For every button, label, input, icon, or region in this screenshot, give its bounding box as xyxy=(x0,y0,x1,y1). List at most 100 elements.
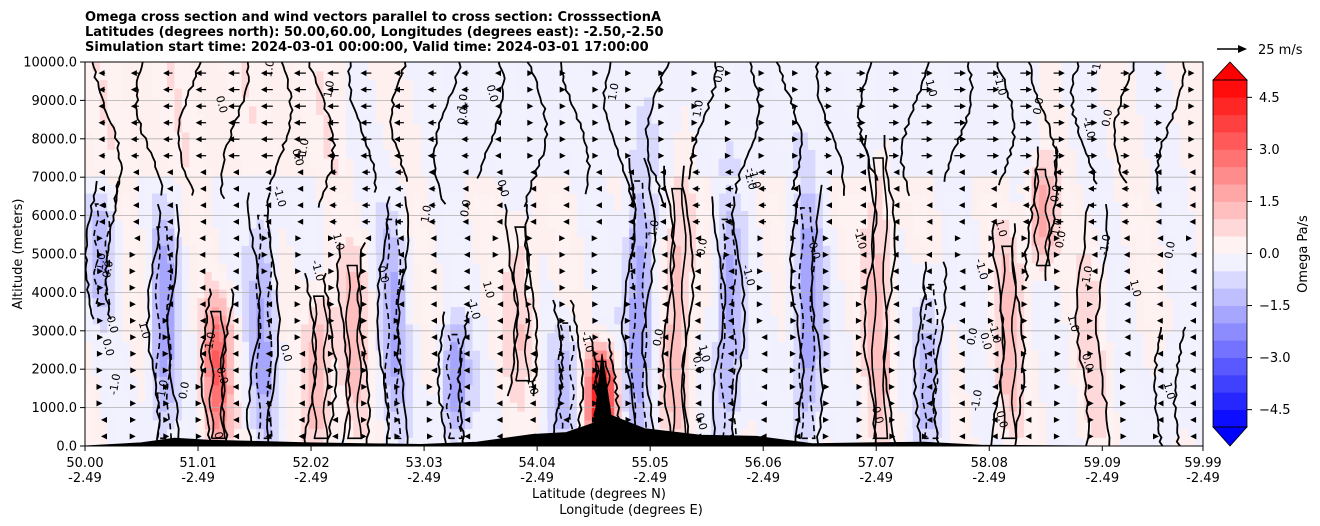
omega-cell xyxy=(107,332,116,342)
omega-cell xyxy=(129,175,138,185)
omega-cell xyxy=(271,411,280,421)
omega-cell xyxy=(539,271,548,281)
omega-cell xyxy=(629,288,638,299)
omega-cell xyxy=(1001,323,1010,334)
omega-cell xyxy=(875,393,884,403)
omega-cell xyxy=(450,367,459,377)
omega-cell xyxy=(181,131,190,142)
omega-cell xyxy=(1039,149,1048,159)
omega-cell xyxy=(539,70,548,81)
omega-cell xyxy=(569,288,578,299)
omega-cell xyxy=(450,288,459,299)
omega-cell xyxy=(219,175,228,185)
omega-cell xyxy=(293,158,302,168)
omega-cell xyxy=(986,306,995,316)
omega-cell xyxy=(368,428,377,438)
omega-cell xyxy=(569,79,578,89)
omega-cell xyxy=(166,367,176,377)
omega-cell xyxy=(584,332,593,342)
omega-cell xyxy=(636,350,645,360)
omega-cell xyxy=(256,227,265,238)
omega-cell xyxy=(211,123,220,133)
omega-cell xyxy=(211,79,220,89)
omega-cell xyxy=(830,341,839,351)
omega-cell xyxy=(1061,219,1070,229)
omega-cell xyxy=(547,192,556,203)
omega-cell xyxy=(845,192,854,203)
omega-cell xyxy=(383,323,392,334)
omega-cell xyxy=(375,62,384,72)
omega-cell xyxy=(673,262,682,273)
omega-cell xyxy=(904,384,913,395)
omega-cell xyxy=(1076,297,1085,307)
omega-cell xyxy=(815,236,824,246)
omega-cell xyxy=(144,376,153,386)
omega-cell xyxy=(800,140,809,150)
omega-cell xyxy=(1061,411,1070,421)
omega-cell xyxy=(241,79,250,89)
omega-cell xyxy=(957,236,966,246)
omega-cell xyxy=(837,358,846,369)
omega-cell xyxy=(435,192,444,203)
omega-cell xyxy=(822,288,831,299)
omega-cell xyxy=(480,393,489,403)
omega-cell xyxy=(740,350,749,360)
omega-cell xyxy=(196,123,205,133)
omega-cell xyxy=(293,79,302,89)
omega-cell xyxy=(286,358,295,369)
omega-cell xyxy=(696,201,705,211)
omega-cell xyxy=(390,184,399,194)
omega-cell xyxy=(494,158,503,168)
omega-cell xyxy=(718,419,727,430)
omega-cell xyxy=(286,166,295,177)
omega-cell xyxy=(696,219,705,229)
omega-cell xyxy=(345,175,354,185)
omega-cell xyxy=(517,210,526,220)
omega-cell xyxy=(554,280,563,290)
omega-cell xyxy=(420,428,429,438)
omega-cell xyxy=(673,306,682,316)
omega-cell xyxy=(219,96,228,107)
omega-cell xyxy=(263,367,272,377)
omega-cell xyxy=(591,114,600,124)
omega-cell xyxy=(144,236,153,246)
omega-cell xyxy=(599,158,608,168)
omega-cell xyxy=(562,393,571,403)
omega-cell xyxy=(196,254,205,264)
omega-cell xyxy=(405,393,414,403)
omega-cell xyxy=(875,376,884,386)
omega-cell xyxy=(1068,306,1077,316)
omega-cell xyxy=(800,201,809,211)
omega-cell xyxy=(137,175,146,185)
omega-cell xyxy=(1121,358,1130,369)
omega-cell xyxy=(256,62,265,72)
omega-cell xyxy=(427,376,436,386)
omega-cell xyxy=(942,114,951,124)
omega-cell xyxy=(1039,245,1048,255)
omega-cell xyxy=(360,192,369,203)
omega-cell xyxy=(465,419,474,430)
omega-cell xyxy=(562,158,571,168)
omega-cell xyxy=(353,280,362,290)
omega-cell xyxy=(994,367,1003,377)
omega-cell xyxy=(412,428,421,438)
omega-cell xyxy=(636,96,645,107)
omega-cell xyxy=(159,140,168,150)
omega-cell xyxy=(360,437,369,446)
omega-cell xyxy=(226,105,235,115)
omega-cell xyxy=(562,123,571,133)
omega-cell xyxy=(398,402,407,412)
omega-cell xyxy=(703,79,712,89)
omega-cell xyxy=(644,79,653,89)
omega-cell xyxy=(793,175,802,185)
omega-cell xyxy=(263,70,272,81)
omega-cell xyxy=(256,367,265,377)
omega-cell xyxy=(576,192,585,203)
omega-cell xyxy=(852,123,861,133)
omega-cell xyxy=(137,70,146,81)
omega-cell xyxy=(532,88,541,98)
omega-cell xyxy=(107,402,116,412)
omega-cell xyxy=(189,297,198,307)
omega-cell xyxy=(711,96,720,107)
omega-cell xyxy=(517,123,526,133)
